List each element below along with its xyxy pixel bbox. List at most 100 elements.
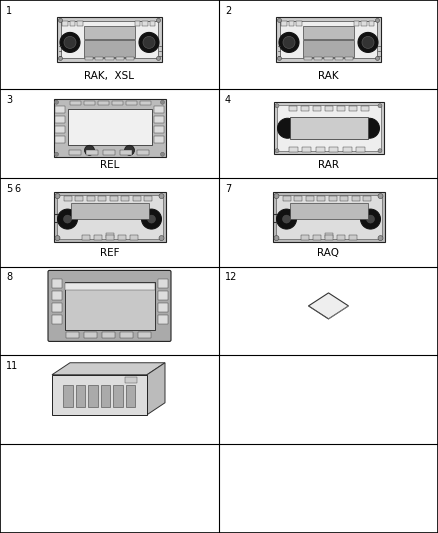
Bar	[273, 102, 384, 154]
Bar	[300, 235, 308, 239]
Bar	[325, 235, 332, 239]
Bar	[138, 332, 151, 338]
Circle shape	[156, 56, 160, 60]
Circle shape	[378, 193, 383, 199]
Bar	[325, 106, 332, 111]
Bar	[126, 385, 135, 407]
Text: 11: 11	[6, 361, 18, 372]
Bar	[154, 126, 164, 133]
Circle shape	[160, 100, 165, 104]
Bar	[67, 109, 152, 146]
Bar	[85, 58, 93, 60]
Circle shape	[360, 118, 379, 138]
Bar	[139, 101, 151, 105]
Bar	[296, 21, 301, 26]
Bar	[121, 196, 129, 201]
Bar	[325, 233, 332, 238]
Bar	[64, 196, 71, 201]
Bar	[158, 315, 167, 324]
Bar	[349, 235, 357, 239]
Text: RAR: RAR	[318, 160, 339, 169]
Text: 4: 4	[225, 95, 231, 105]
Bar	[61, 21, 158, 58]
Text: REF: REF	[100, 248, 119, 259]
Circle shape	[159, 193, 164, 199]
Bar	[53, 192, 166, 242]
Bar	[125, 377, 137, 383]
Bar	[117, 235, 126, 239]
Circle shape	[55, 236, 60, 240]
Bar	[289, 147, 297, 152]
Bar	[137, 150, 148, 155]
Circle shape	[124, 146, 134, 155]
Bar	[93, 235, 102, 239]
Bar	[95, 58, 103, 60]
Bar	[64, 283, 155, 290]
Bar	[64, 282, 155, 330]
Bar	[302, 147, 311, 152]
FancyBboxPatch shape	[48, 270, 171, 342]
Bar	[102, 332, 114, 338]
Bar	[63, 385, 73, 407]
Text: REL: REL	[100, 160, 119, 169]
Bar	[110, 196, 117, 201]
Bar	[126, 58, 134, 60]
Text: RAK,  XSL: RAK, XSL	[85, 71, 134, 81]
Bar	[305, 196, 314, 201]
Bar	[55, 126, 65, 133]
Circle shape	[59, 56, 63, 60]
Text: RAQ: RAQ	[318, 248, 339, 259]
Bar	[281, 21, 286, 26]
Bar	[120, 150, 131, 155]
Bar	[88, 385, 98, 407]
Circle shape	[360, 209, 381, 229]
Bar	[353, 21, 359, 26]
Circle shape	[160, 152, 165, 156]
Bar	[84, 101, 95, 105]
Bar	[130, 235, 138, 239]
Circle shape	[276, 209, 297, 229]
Bar	[361, 21, 367, 26]
Bar	[133, 196, 141, 201]
Bar	[335, 58, 343, 60]
Bar	[52, 279, 61, 288]
Circle shape	[278, 118, 297, 138]
Bar	[57, 17, 162, 62]
Bar	[158, 291, 167, 300]
Bar	[53, 99, 166, 157]
Circle shape	[64, 36, 76, 49]
Circle shape	[283, 215, 290, 223]
Bar	[55, 136, 65, 143]
Bar	[142, 21, 148, 26]
Circle shape	[55, 193, 60, 199]
Bar	[102, 150, 114, 155]
Circle shape	[367, 215, 374, 223]
Polygon shape	[308, 293, 349, 319]
Bar	[294, 196, 302, 201]
Bar	[106, 58, 113, 60]
Bar	[86, 196, 95, 201]
Bar	[276, 105, 381, 151]
Bar	[55, 116, 65, 123]
Bar	[312, 235, 321, 239]
Bar	[154, 106, 164, 113]
Bar	[71, 203, 148, 219]
Bar	[325, 58, 332, 60]
Bar	[328, 196, 336, 201]
Bar	[68, 150, 81, 155]
Bar	[100, 385, 110, 407]
Bar	[304, 58, 312, 60]
Circle shape	[275, 104, 279, 108]
Text: 1: 1	[6, 6, 12, 16]
Circle shape	[378, 104, 382, 108]
Text: 8: 8	[6, 272, 12, 282]
Bar	[283, 196, 290, 201]
Bar	[349, 106, 357, 111]
Bar	[280, 21, 377, 58]
Bar	[272, 192, 385, 242]
Bar	[84, 40, 135, 57]
Circle shape	[358, 33, 378, 52]
Bar	[106, 233, 113, 238]
Bar	[84, 26, 135, 39]
Bar	[356, 147, 365, 152]
